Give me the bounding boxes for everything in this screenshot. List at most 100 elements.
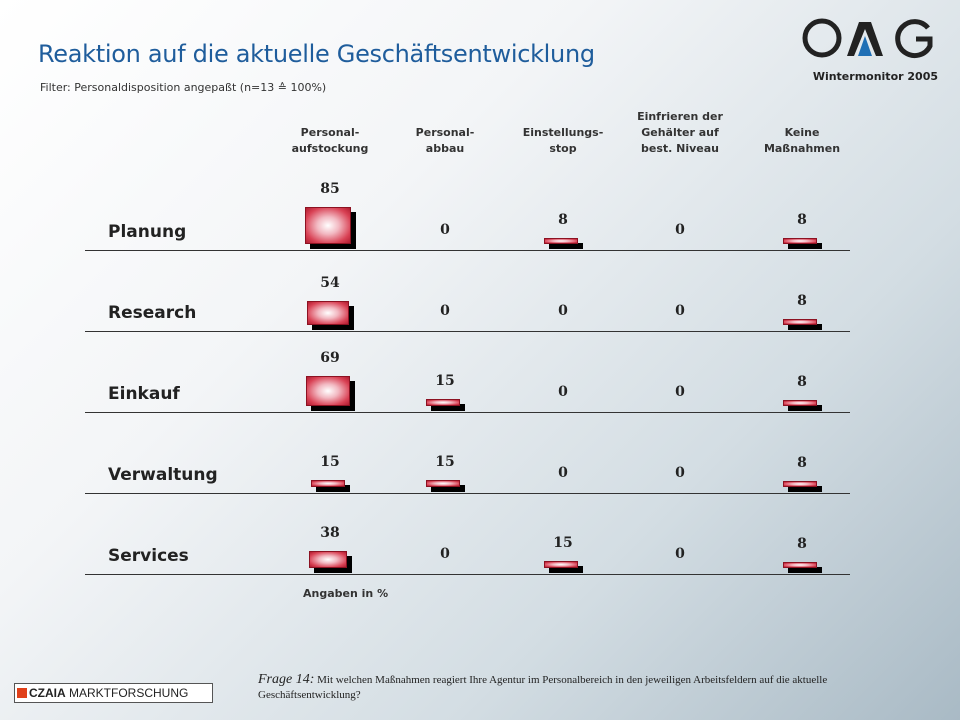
data-label: 8: [797, 212, 807, 228]
row-rule: [85, 493, 850, 494]
bar: [425, 399, 466, 411]
question-body: Mit welchen Maßnahmen reagiert Ihre Agen…: [258, 674, 828, 701]
question-text: Frage 14: Mit welchen Maßnahmen reagiert…: [258, 672, 878, 703]
bar-shadow: [787, 567, 823, 573]
bar: [782, 400, 823, 411]
bar: [308, 551, 353, 573]
wintermonitor-label: Wintermonitor 2005: [812, 70, 938, 83]
column-header: Personal-aufstockung: [265, 125, 395, 157]
bar-face: [782, 562, 818, 568]
data-label: 0: [440, 222, 450, 238]
bar-shadow: [430, 485, 466, 492]
bar-shadow: [787, 243, 823, 249]
data-label: 0: [440, 546, 450, 562]
data-label: 0: [440, 303, 450, 319]
row-label: Planung: [108, 222, 187, 242]
data-label: 15: [435, 454, 455, 470]
bar-face: [782, 238, 818, 244]
footer-brand-suffix: MARKTFORSCHUNG: [69, 686, 189, 700]
column-header-line: Keine: [784, 126, 820, 139]
column-header-line: Personal-: [300, 126, 360, 139]
column-header: Einstellungs-stop: [498, 125, 628, 157]
bar-face: [305, 207, 351, 244]
column-header: Personal-abbau: [380, 125, 510, 157]
row-rule: [85, 331, 850, 332]
bar: [310, 480, 351, 492]
page-title: Reaktion auf die aktuelle Geschäftsentwi…: [38, 40, 595, 68]
question-label: Frage 14:: [258, 672, 315, 687]
bar-face: [543, 561, 579, 568]
data-label: 0: [675, 222, 685, 238]
row-rule: [85, 574, 850, 575]
row-label: Research: [108, 303, 197, 323]
unit-note: Angaben in %: [303, 587, 389, 600]
bar-face: [310, 480, 346, 487]
bar-shadow: [787, 486, 823, 492]
bar-face: [307, 301, 349, 325]
bar-face: [308, 551, 348, 568]
column-header-line: Einfrieren der: [637, 110, 723, 123]
data-label: 38: [320, 525, 340, 541]
bar: [782, 562, 823, 573]
data-label: 8: [797, 293, 807, 309]
brand-square-icon: [17, 688, 27, 698]
bar: [543, 238, 584, 249]
data-label: 8: [797, 536, 807, 552]
column-header-line: Personal-: [415, 126, 475, 139]
data-label: 0: [675, 384, 685, 400]
bar-shadow: [548, 566, 584, 573]
column-header: Keine Maßnahmen: [737, 125, 867, 157]
bar-face: [425, 480, 461, 487]
data-label: 69: [320, 350, 340, 366]
data-label: 0: [675, 546, 685, 562]
bar-shadow: [787, 324, 823, 330]
bar-face: [782, 400, 818, 406]
omg-logo: [802, 18, 933, 59]
bar-shadow: [787, 405, 823, 411]
data-label: 15: [320, 454, 340, 470]
data-label: 8: [797, 374, 807, 390]
bar-shadow: [315, 485, 351, 492]
column-header-line: Maßnahmen: [763, 142, 841, 155]
row-label: Services: [108, 546, 189, 566]
bar-face: [782, 319, 818, 325]
data-label: 0: [558, 465, 568, 481]
row-rule: [85, 250, 850, 251]
bar: [306, 376, 355, 411]
footer-brand-name: CZAIA: [29, 686, 66, 700]
row-rule: [85, 412, 850, 413]
bar: [782, 319, 823, 330]
bar-face: [543, 238, 579, 244]
bar-shadow: [430, 404, 466, 411]
filter-note: Filter: Personaldisposition angepaßt (n=…: [40, 81, 327, 94]
column-header-line: best. Niveau: [640, 142, 719, 155]
bar-face: [782, 481, 818, 487]
data-label: 54: [320, 275, 340, 291]
data-label: 0: [558, 384, 568, 400]
data-label: 0: [675, 303, 685, 319]
bar-face: [425, 399, 461, 406]
bar: [782, 238, 823, 249]
column-header: Einfrieren der Gehälter auf best. Niveau: [615, 109, 745, 157]
column-header-line: Gehälter auf: [641, 126, 719, 139]
data-label: 15: [435, 373, 455, 389]
column-header-line: stop: [549, 142, 577, 155]
bar: [307, 301, 354, 330]
row-label: Verwaltung: [108, 465, 218, 485]
bar: [425, 480, 466, 492]
row-label: Einkauf: [108, 384, 180, 404]
data-label: 15: [553, 535, 573, 551]
bar-shadow: [548, 243, 584, 249]
bar-face: [306, 376, 350, 406]
data-label: 85: [320, 181, 340, 197]
footer-brand: CZAIA MARKTFORSCHUNG: [14, 683, 213, 703]
bar: [305, 207, 356, 249]
data-label: 0: [675, 465, 685, 481]
bar: [782, 481, 823, 492]
column-header-line: abbau: [425, 142, 465, 155]
data-label: 0: [558, 303, 568, 319]
bar: [543, 561, 584, 573]
column-header-line: aufstockung: [291, 142, 369, 155]
column-header-line: Einstellungs-: [522, 126, 604, 139]
data-label: 8: [797, 455, 807, 471]
